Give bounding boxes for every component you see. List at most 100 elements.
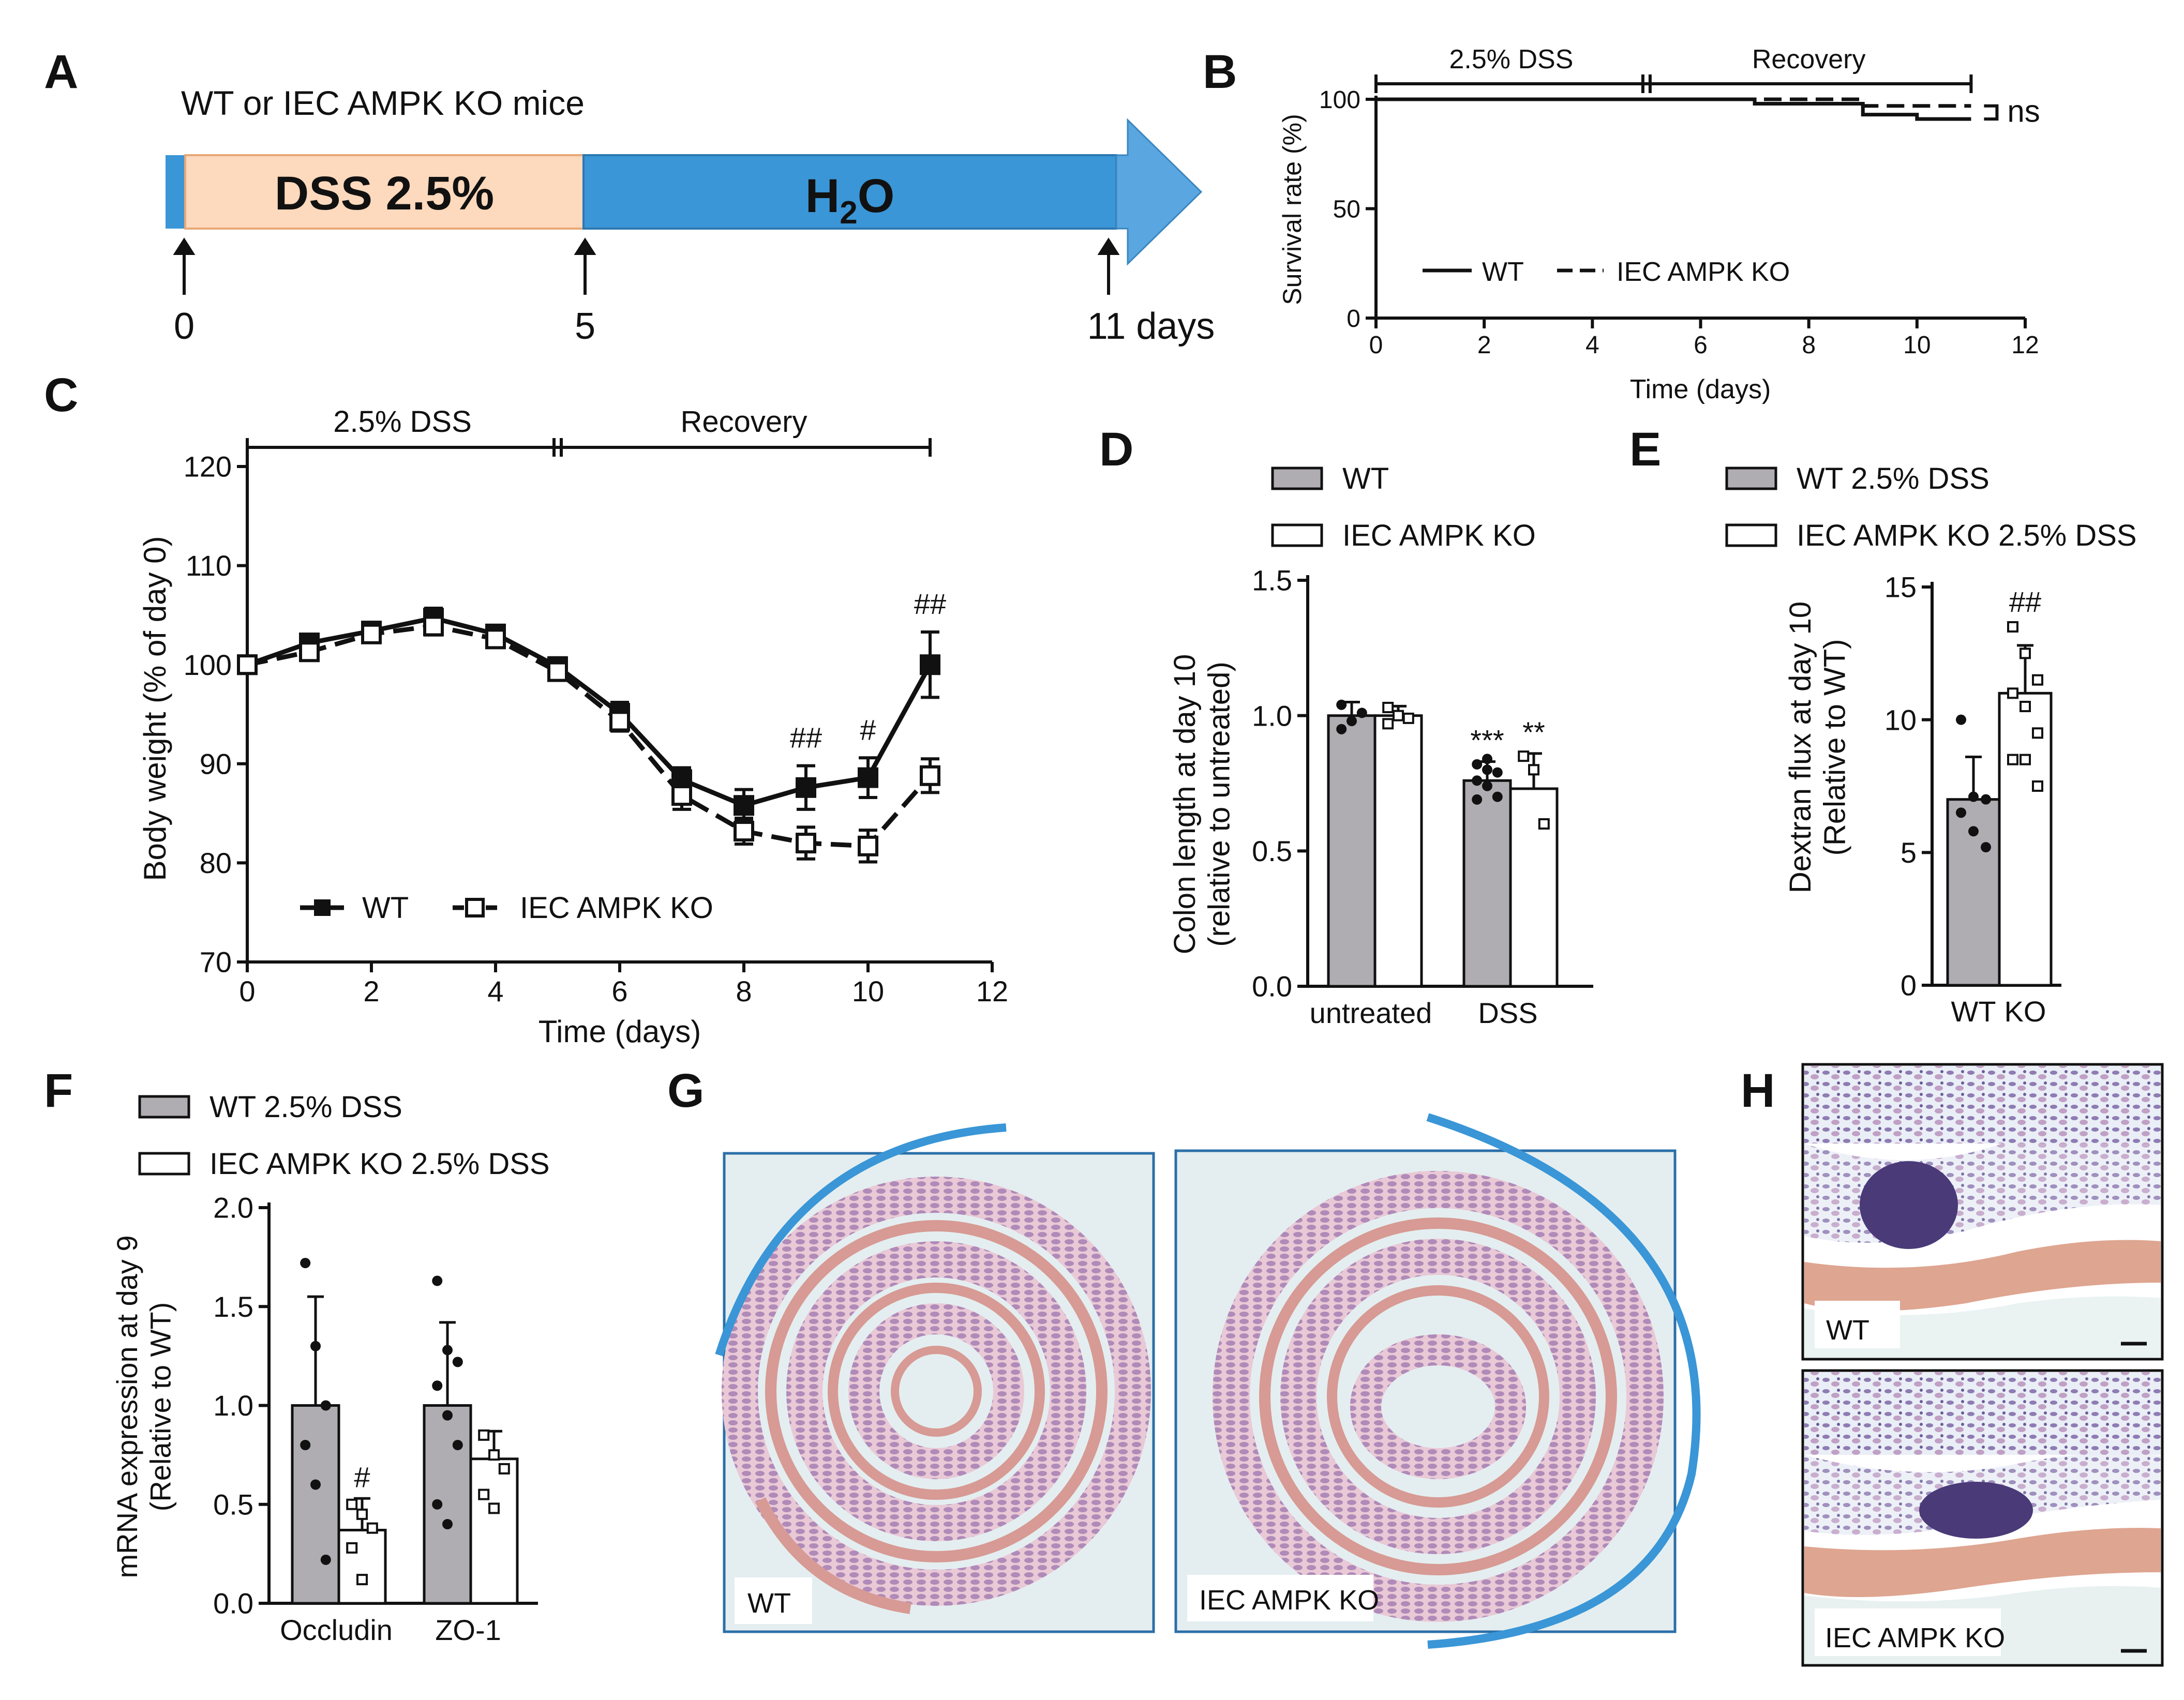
timeline-tick-5: 5 bbox=[575, 306, 595, 347]
panel-g-histology: WT IEC AMPK KO bbox=[715, 1113, 1701, 1649]
ko-data-point bbox=[1382, 718, 1394, 730]
ko-data-point bbox=[1528, 764, 1539, 776]
wt-data-point bbox=[1981, 842, 1991, 853]
ko-bar bbox=[1509, 787, 1559, 988]
y-axis-title-line: Body weight (% of day 0) bbox=[138, 536, 172, 881]
wt-data-point bbox=[1482, 764, 1492, 775]
y-tick-label: 0.0 bbox=[213, 1587, 253, 1620]
ko-bar bbox=[1998, 691, 2053, 987]
y-axis-title-line: (Relative to WT) bbox=[1818, 639, 1852, 856]
legend-wt-label: WT 2.5% DSS bbox=[1797, 462, 1989, 495]
ko-weight-point bbox=[796, 833, 816, 854]
y-tick-label: 1.5 bbox=[1252, 564, 1292, 597]
ko-data-point bbox=[2032, 780, 2043, 792]
ko-data-point bbox=[2007, 621, 2018, 633]
y-tick-label: 0.5 bbox=[213, 1488, 253, 1521]
ko-data-point bbox=[498, 1463, 510, 1475]
phase-label-dss: 2.5% DSS bbox=[1449, 44, 1574, 74]
legend-ko-marker bbox=[465, 898, 485, 917]
ko-data-point bbox=[346, 1542, 358, 1554]
ko-data-point bbox=[356, 1574, 368, 1586]
wt-data-point bbox=[1356, 708, 1367, 718]
wt-bar bbox=[1462, 779, 1512, 988]
panel-d-colon-length-chart: WT IEC AMPK KO Colon length at day 10(rela… bbox=[1168, 462, 1593, 1029]
wt-data-point bbox=[1968, 826, 1979, 837]
water-segment bbox=[582, 154, 1117, 230]
significance-annotation: # bbox=[860, 713, 876, 746]
y-axis-title-line: Dextran flux at day 10 bbox=[1784, 601, 1817, 893]
significance-annotation: ## bbox=[2009, 585, 2041, 618]
panel-a-title: WT or IEC AMPK KO mice bbox=[181, 84, 585, 122]
x-tick-label: 10 bbox=[1903, 332, 1931, 359]
panel-label-f: F bbox=[44, 1064, 73, 1117]
histology-h-wt-image: WT bbox=[1801, 1063, 2164, 1361]
wt-data-point bbox=[1956, 807, 1966, 818]
wt-data-point bbox=[452, 1440, 463, 1450]
h2o-label: H2O bbox=[805, 170, 895, 231]
ko-data-point bbox=[1538, 818, 1550, 830]
phase-label-recovery: Recovery bbox=[1752, 44, 1866, 74]
ko-data-point bbox=[366, 1522, 378, 1534]
legend-ko-label: IEC AMPK KO bbox=[1617, 257, 1790, 287]
category-label: DSS bbox=[1478, 997, 1537, 1029]
x-axis-title: Time (days) bbox=[1630, 374, 1771, 404]
lymphoid-follicle-ko bbox=[1919, 1482, 2033, 1539]
wt-weight-point bbox=[920, 654, 940, 675]
y-tick-label: 100 bbox=[184, 649, 232, 681]
panel-label-d: D bbox=[1099, 423, 1133, 476]
y-tick-label: 1.0 bbox=[213, 1389, 253, 1422]
wt-weight-point bbox=[796, 777, 816, 798]
ko-data-point bbox=[2020, 754, 2031, 765]
wt-data-point bbox=[442, 1519, 453, 1529]
wt-data-point bbox=[1482, 754, 1492, 764]
histology-h-label-wt: WT bbox=[1826, 1315, 1869, 1346]
ko-weight-point bbox=[423, 615, 444, 637]
ko-weight-point bbox=[361, 623, 382, 644]
ko-data-point bbox=[1382, 701, 1394, 713]
timeline-arrowhead bbox=[1115, 118, 1203, 266]
wt-data-point bbox=[1981, 794, 1991, 805]
lymphoid-follicle-wt bbox=[1860, 1161, 1958, 1249]
ko-data-point bbox=[488, 1449, 500, 1461]
wt-data-point bbox=[1347, 716, 1357, 727]
y-tick-label: 80 bbox=[200, 847, 232, 879]
wt-arc-marker bbox=[715, 1123, 1007, 1357]
wt-data-point bbox=[310, 1341, 321, 1351]
y-axis-title-line: (relative to untreated) bbox=[1203, 661, 1236, 946]
histology-h-ko-image: IEC AMPK KO bbox=[1801, 1369, 2164, 1667]
ko-bar bbox=[469, 1457, 519, 1605]
y-axis-title: Dextran flux at day 10(Relative to WT) bbox=[1784, 601, 1852, 893]
wt-data-point bbox=[1472, 775, 1483, 786]
wt-data-point bbox=[432, 1275, 443, 1286]
legend-ko-label: IEC AMPK KO 2.5% DSS bbox=[210, 1147, 550, 1181]
wt-data-point bbox=[1482, 780, 1492, 791]
histology-h-label-ko: IEC AMPK KO bbox=[1825, 1622, 2005, 1653]
wt-data-point bbox=[1336, 699, 1347, 710]
legend-ko-swatch bbox=[138, 1152, 190, 1176]
wt-data-point bbox=[452, 1357, 463, 1367]
ko-data-point bbox=[488, 1502, 500, 1514]
dss-segment bbox=[184, 154, 585, 230]
wt-survival-line bbox=[1376, 97, 1971, 121]
ko-weight-point bbox=[734, 821, 754, 842]
panel-label-h: H bbox=[1741, 1064, 1775, 1117]
x-tick-label: 6 bbox=[1694, 332, 1708, 359]
y-tick-label: 0 bbox=[1901, 969, 1917, 1002]
legend-ko-label: IEC AMPK KO bbox=[1342, 519, 1536, 552]
legend-wt-marker bbox=[314, 899, 331, 916]
y-tick-label: 5 bbox=[1901, 836, 1917, 869]
ko-data-point bbox=[346, 1498, 358, 1510]
ko-data-point bbox=[2020, 701, 2031, 712]
wt-data-point bbox=[442, 1410, 453, 1421]
wt-data-point bbox=[1472, 759, 1483, 770]
y-tick-label: 70 bbox=[200, 946, 232, 979]
wt-data-point bbox=[1492, 791, 1503, 802]
legend-wt-swatch bbox=[1271, 467, 1323, 490]
histology-wt-image: WT bbox=[715, 1123, 1155, 1633]
wt-weight-point bbox=[734, 795, 754, 816]
y-axis-title-line: (Relative to WT) bbox=[144, 1302, 176, 1512]
wt-data-point bbox=[1472, 794, 1483, 805]
y-tick-label: 110 bbox=[186, 549, 232, 582]
y-tick-label: 15 bbox=[1884, 571, 1917, 604]
y-tick-label: 0.5 bbox=[1252, 835, 1292, 867]
